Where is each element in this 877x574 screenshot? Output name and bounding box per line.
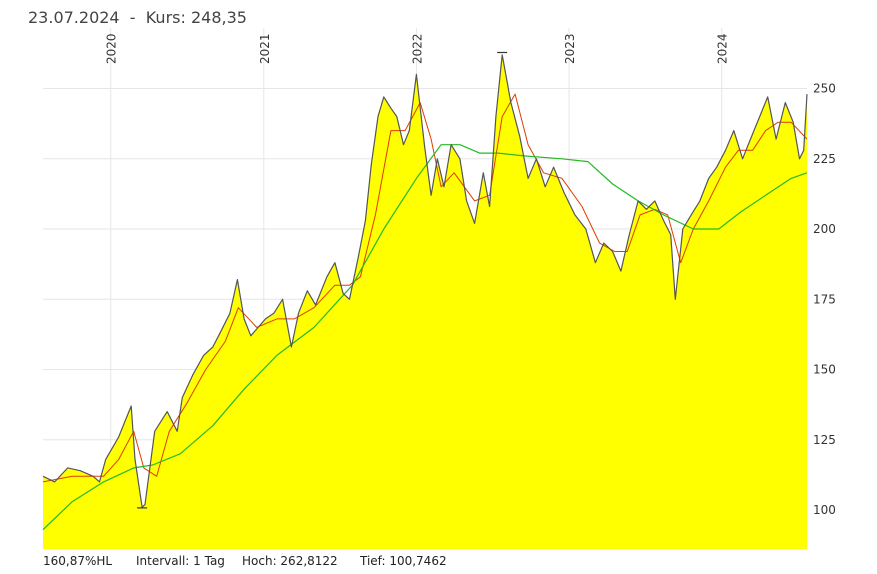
header-separator: - [119, 8, 146, 27]
y-tick-label: 125 [813, 433, 836, 447]
low-label: Tief: 100,7462 [360, 554, 447, 568]
x-tick-label: 2024 [716, 33, 730, 64]
price-line [42, 54, 808, 508]
x-tick-label: 2020 [105, 33, 119, 64]
high-label: Hoch: 262,8122 [242, 554, 338, 568]
y-tick-label: 150 [813, 363, 836, 377]
x-tick-label: 2021 [258, 33, 272, 64]
moving-average-short-line [42, 93, 808, 483]
y-axis-ticks: 100 125 150 175 200 225 250 [813, 82, 836, 518]
chart-footer: 160,87%HL Intervall: 1 Tag Hoch: 262,812… [43, 554, 447, 568]
price-area [43, 54, 807, 550]
y-tick-label: 200 [813, 222, 836, 236]
moving-average-long-line [42, 144, 808, 531]
hl-percent: 160,87%HL [43, 554, 113, 568]
x-tick-label: 2023 [563, 33, 577, 64]
x-tick-label: 2022 [410, 33, 424, 64]
series-lines-layer [42, 54, 808, 531]
y-tick-label: 175 [813, 292, 836, 306]
y-tick-label: 250 [813, 82, 836, 96]
y-tick-label: 100 [813, 503, 836, 517]
extreme-markers [137, 51, 508, 509]
x-axis-ticks: 2020 2021 2022 2023 2024 [105, 33, 730, 64]
y-tick-label: 225 [813, 152, 836, 166]
interval-label: Intervall: 1 Tag [136, 554, 225, 568]
chart-header: 23.07.2024 - Kurs: 248,35 [28, 8, 247, 27]
quote-price: Kurs: 248,35 [145, 8, 247, 27]
quote-date: 23.07.2024 [28, 8, 120, 27]
price-area-layer [43, 54, 807, 550]
